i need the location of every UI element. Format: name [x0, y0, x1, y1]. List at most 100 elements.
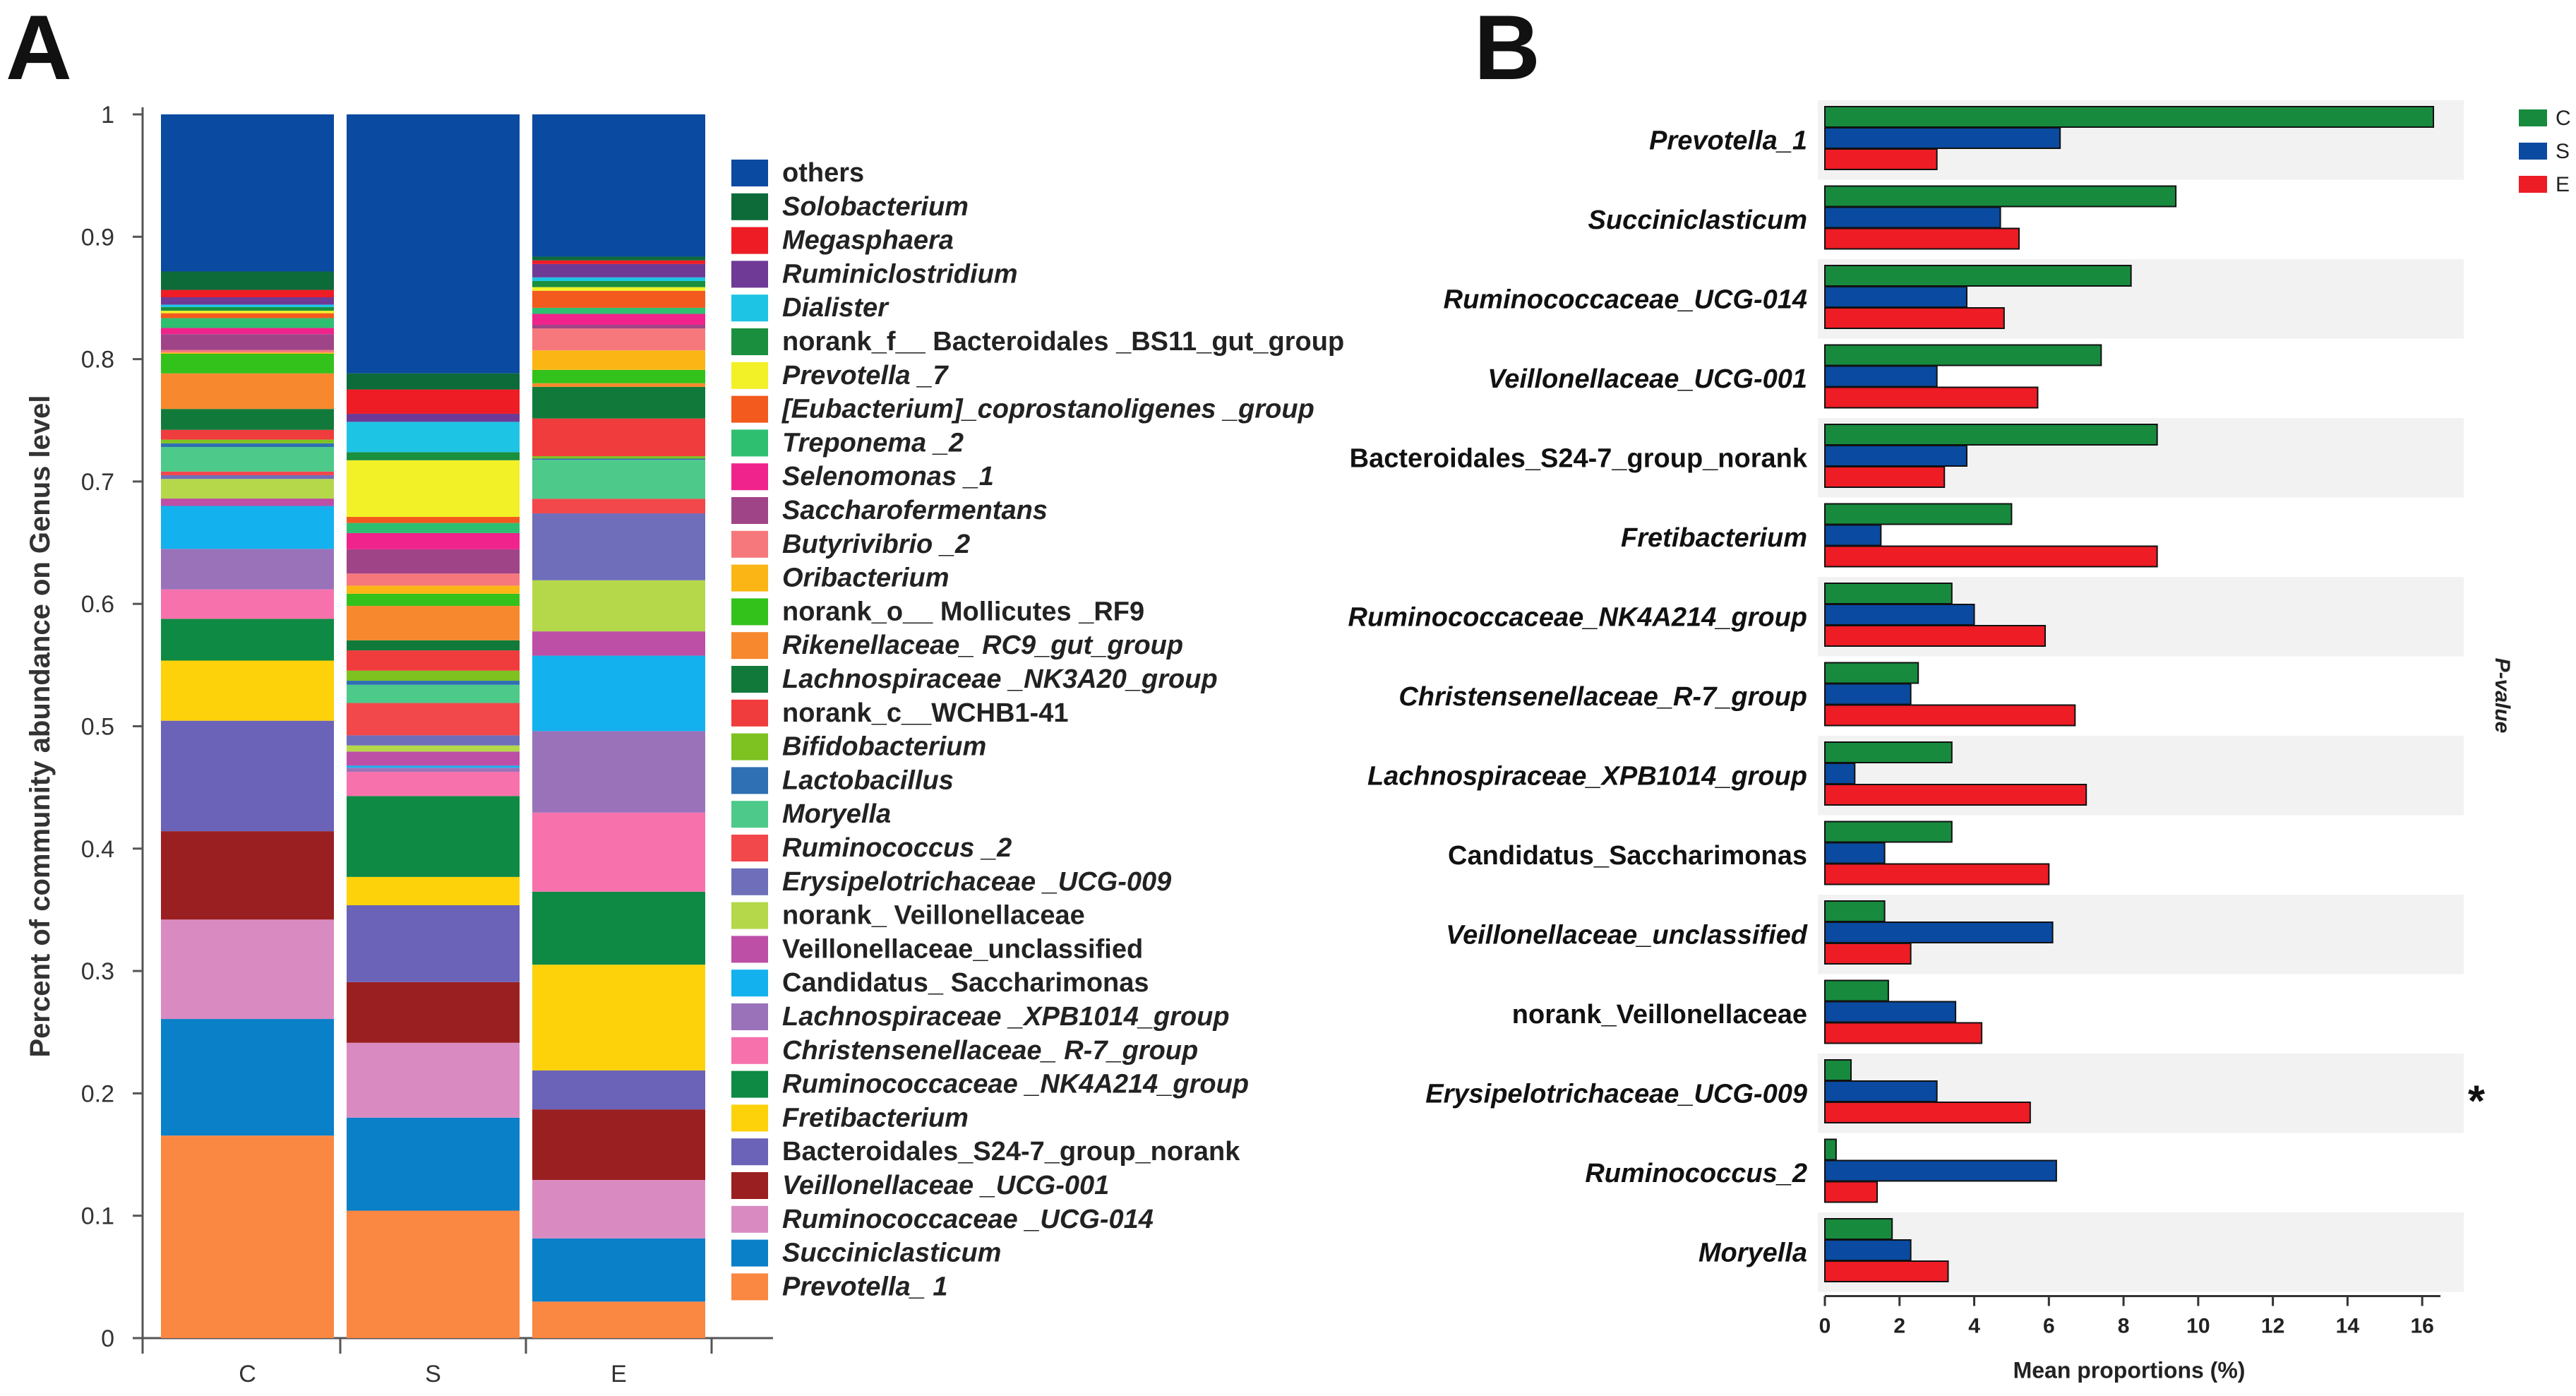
legend-label: Oribacterium: [782, 563, 949, 593]
stacked-bar-chart: Percent of community abundance on Genus …: [25, 102, 1344, 1388]
legend-label: norank_ Veillonellaceae: [782, 901, 1085, 931]
category-label: Veillonellaceae_unclassified: [1446, 920, 1808, 950]
bar-segment: [347, 373, 520, 390]
bar: [1824, 842, 1886, 864]
bar-segment: [161, 313, 334, 318]
legend-swatch: [731, 261, 768, 288]
x-tick-label: 0: [1819, 1315, 1831, 1338]
legend-swatch: [731, 227, 768, 254]
bar-segment: [532, 260, 705, 264]
bar: [1824, 741, 1953, 763]
bar-segment: [161, 114, 334, 272]
legend-swatch: [731, 733, 768, 760]
bar-segment: [161, 439, 334, 443]
bar-segment: [347, 532, 520, 549]
bar-segment: [532, 369, 705, 383]
bar-segment: [532, 263, 705, 278]
bar: [1824, 1138, 1837, 1161]
bar-segment: [532, 1109, 705, 1181]
legend-label: others: [782, 158, 864, 188]
bar-segment: [532, 631, 705, 656]
legend-swatch: [731, 1037, 768, 1064]
x-tick-label: 4: [1968, 1315, 1980, 1338]
bar: [1824, 979, 1889, 1002]
bar-segment: [532, 499, 705, 514]
bar: [1824, 286, 1967, 308]
bar-segment: [161, 660, 334, 721]
bar: [1824, 900, 1886, 922]
legend-swatch: [731, 835, 768, 861]
legend-swatch: [731, 767, 768, 794]
bar: [1824, 344, 2102, 366]
bar: [1824, 863, 2050, 885]
legend-label: E: [2556, 173, 2570, 196]
bar-segment: [347, 573, 520, 586]
legend-swatch: [731, 429, 768, 457]
bar-segment: [347, 876, 520, 906]
bar-segment: [347, 1210, 520, 1338]
bar: [1824, 583, 1953, 604]
bar: [1824, 424, 2158, 446]
bar-segment: [347, 670, 520, 681]
bar: [1824, 307, 2005, 329]
bar: [1824, 365, 1938, 388]
y-tick-label: 0.7: [81, 469, 114, 496]
y-tick-label: 0.3: [81, 958, 114, 985]
legend-swatch: [731, 530, 768, 558]
bar-segment: [532, 456, 705, 459]
bar-segment: [161, 475, 334, 479]
p-value-axis-label: P-value: [2491, 658, 2514, 734]
bar-segment: [161, 318, 334, 328]
bar-segment: [532, 307, 705, 314]
bar-segment: [532, 1180, 705, 1239]
bar: [1824, 625, 2047, 647]
category-label: Succiniclasticum: [1588, 205, 1807, 235]
bar-segment: [532, 731, 705, 813]
legend-swatch: [731, 463, 768, 491]
bar-segment: [347, 114, 520, 374]
bar-segment: [347, 650, 520, 671]
legend-swatch: [731, 598, 768, 626]
bar-segment: [532, 1070, 705, 1110]
bar-segment: [347, 517, 520, 523]
bar: [1824, 127, 2061, 149]
bar: [1824, 1102, 2031, 1123]
bar: [1824, 1159, 2057, 1182]
bar: [1824, 921, 2054, 943]
bar-segment: [532, 383, 705, 387]
bar-segment: [347, 751, 520, 766]
bar-segment: [347, 771, 520, 797]
panel-a-label: A: [6, 0, 72, 99]
category-label: Fretibacterium: [1621, 523, 1807, 553]
legend-swatch: [731, 936, 768, 963]
bar-segment: [161, 589, 334, 619]
bar-segment: [347, 796, 520, 877]
x-tick-label: 8: [2118, 1315, 2130, 1338]
category-label: Lachnospiraceae_XPB1014_group: [1367, 761, 1807, 791]
bar-segment: [347, 640, 520, 651]
legend-swatch: [731, 564, 768, 592]
y-tick-label: 0.1: [81, 1203, 114, 1230]
bar-segment: [161, 290, 334, 297]
bar-segment: [161, 350, 334, 353]
x-tick-label: E: [611, 1361, 627, 1388]
bar: [1824, 206, 2001, 229]
legend-label: Butyrivibrio _2: [782, 530, 970, 559]
legend-label: Rikenellaceae_ RC9_gut_group: [782, 631, 1183, 660]
bar: [1824, 943, 1912, 965]
category-label: Erysipelotrichaceae_UCG-009: [1425, 1079, 1807, 1109]
bar-segment: [532, 418, 705, 457]
x-tick-label: S: [425, 1361, 441, 1388]
bar-segment: [161, 479, 334, 499]
bar-segment: [532, 965, 705, 1071]
legend-swatch: [2519, 143, 2547, 160]
bar-segment: [161, 306, 334, 311]
bar: [1824, 1059, 1852, 1081]
category-label: norank_Veillonellaceae: [1512, 1000, 1807, 1030]
category-label: Christensenellaceae_R-7_group: [1398, 682, 1807, 712]
legend-swatch: [731, 193, 768, 220]
legend-swatch: [2519, 176, 2547, 193]
bar-segment: [161, 334, 334, 350]
y-tick-label: 1: [101, 102, 114, 129]
legend-swatch: [731, 497, 768, 524]
